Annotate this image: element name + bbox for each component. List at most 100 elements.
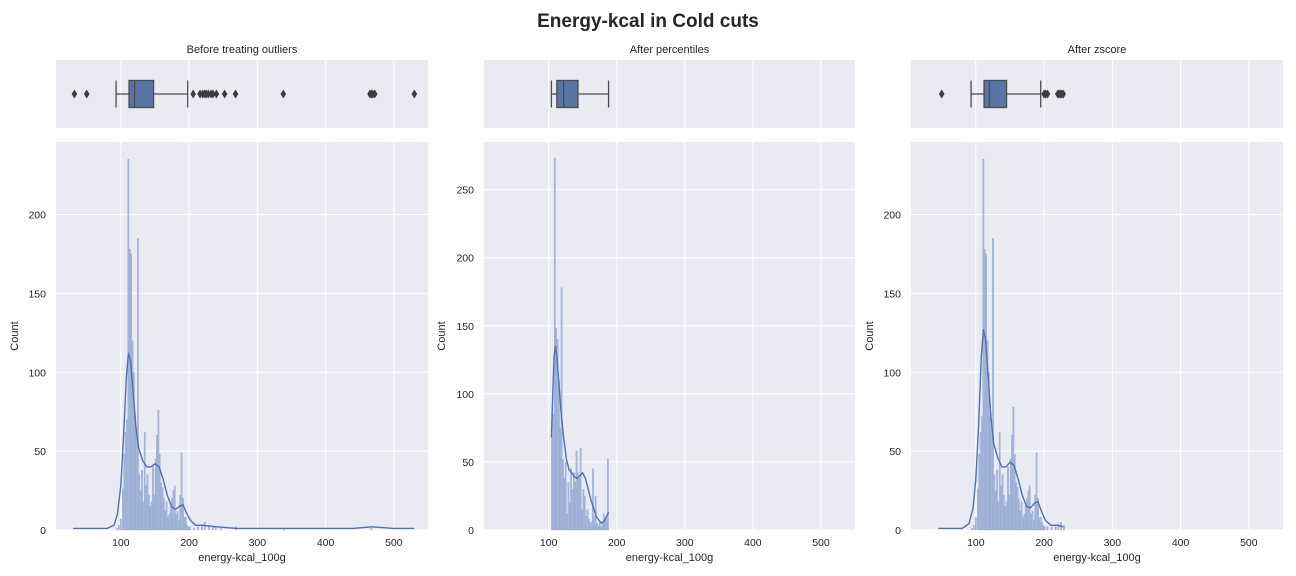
y-tick-label: 0 (468, 525, 474, 537)
histogram-bar (1027, 490, 1030, 531)
histogram-bar (370, 528, 373, 531)
histogram-bar (147, 495, 150, 531)
x-tick-label: 200 (1035, 537, 1053, 549)
histogram-bar (1063, 525, 1065, 531)
histogram-bar (607, 459, 609, 531)
histogram-bar (1011, 435, 1013, 531)
histogram-panel (56, 142, 428, 530)
y-tick-label: 150 (883, 288, 901, 300)
histogram-bar (598, 521, 601, 531)
histogram-bar (568, 502, 571, 531)
histogram-bar (990, 427, 993, 531)
histogram-bar (168, 514, 171, 531)
histogram-bar (978, 454, 981, 531)
histogram-bar (589, 523, 592, 531)
histogram-bar (977, 488, 979, 531)
x-tick-label: 200 (608, 537, 626, 549)
box-flier (221, 89, 228, 99)
x-tick-label: 500 (1240, 537, 1258, 549)
x-tick-label: 400 (317, 537, 335, 549)
histogram-bar (169, 506, 172, 531)
y-tick-label: 200 (28, 210, 46, 222)
histogram-bar (167, 517, 169, 531)
histogram-bar (212, 526, 214, 531)
box-flier (1044, 89, 1051, 99)
histogram-bar (600, 527, 602, 531)
y-tick-label: 150 (456, 321, 474, 333)
kde-line (550, 345, 610, 524)
histogram-bar (179, 495, 182, 531)
histogram-bar (1018, 498, 1020, 531)
histogram-bar (582, 489, 585, 531)
histogram-bar (979, 432, 982, 531)
y-axis-label: Count (864, 321, 876, 350)
histogram-bar (578, 478, 581, 531)
histogram-bar (1024, 506, 1027, 531)
histogram-bar (183, 517, 186, 531)
histogram-bar (1030, 514, 1032, 531)
box-flier (280, 89, 287, 99)
histogram-bar (135, 427, 138, 531)
box-flier (210, 89, 216, 99)
y-axis-label: Count (436, 321, 448, 350)
histogram-bar (993, 474, 996, 531)
histogram-bar (172, 490, 175, 531)
histogram-bar (1019, 510, 1022, 531)
histogram-bar (996, 469, 998, 531)
histogram-bar (581, 509, 583, 531)
histogram-bar (1008, 495, 1011, 531)
box-flier (213, 89, 220, 99)
histogram-bar (182, 498, 184, 531)
x-axis-label: energy-kcal_100g (1053, 552, 1140, 564)
histogram-bar (158, 454, 161, 531)
y-axis-label: Count (9, 321, 21, 350)
y-tick-label: 200 (456, 253, 474, 265)
histogram-bar (1039, 517, 1042, 531)
histogram-bar (567, 482, 570, 531)
histogram-bar (134, 414, 137, 531)
histogram-bar (1031, 510, 1034, 531)
histogram-panel (911, 142, 1283, 530)
histogram-bar (592, 468, 594, 531)
histogram-bar (186, 525, 188, 531)
histogram-bar (150, 501, 153, 531)
histogram-bar (154, 458, 157, 531)
box-iqr (983, 79, 1008, 109)
histogram-bar (141, 469, 143, 531)
subplot-title: Before treating outliers (187, 44, 298, 56)
histogram-bar (156, 435, 158, 531)
histogram-bar (975, 517, 977, 531)
histogram-bar (163, 498, 165, 531)
histogram-bar (970, 528, 973, 531)
histogram-bar (1046, 526, 1049, 531)
histogram-bar (570, 468, 572, 531)
x-tick-label: 500 (385, 537, 403, 549)
histogram-bar (1012, 406, 1015, 531)
histogram-bar (586, 509, 589, 531)
histogram-bar (142, 501, 145, 531)
box-flier (71, 89, 78, 99)
histogram-bar (137, 238, 139, 531)
histogram-bar (1033, 520, 1035, 531)
histogram-bar (574, 482, 577, 531)
histogram-bar (165, 501, 168, 531)
box-flier (1060, 89, 1067, 99)
histogram-bar (579, 448, 582, 531)
histogram-bar (1004, 506, 1007, 531)
histogram-bar (562, 459, 564, 531)
subplot-title: After zscore (1068, 44, 1127, 56)
y-tick-label: 100 (883, 367, 901, 379)
x-axis-label: energy-kcal_100g (198, 552, 285, 564)
histogram-bar (571, 489, 574, 531)
chart-panel-1: Before treating outliers 100 200 300 400 500 0… (9, 44, 428, 564)
histogram-bar (596, 523, 598, 531)
histogram-panel (484, 142, 855, 530)
histogram-bar (1041, 521, 1043, 531)
histogram-bar (1001, 474, 1004, 531)
histogram-bar (1000, 485, 1002, 531)
x-tick-label: 100 (967, 537, 985, 549)
histogram-bar (1009, 458, 1012, 531)
box-flier (232, 89, 239, 99)
